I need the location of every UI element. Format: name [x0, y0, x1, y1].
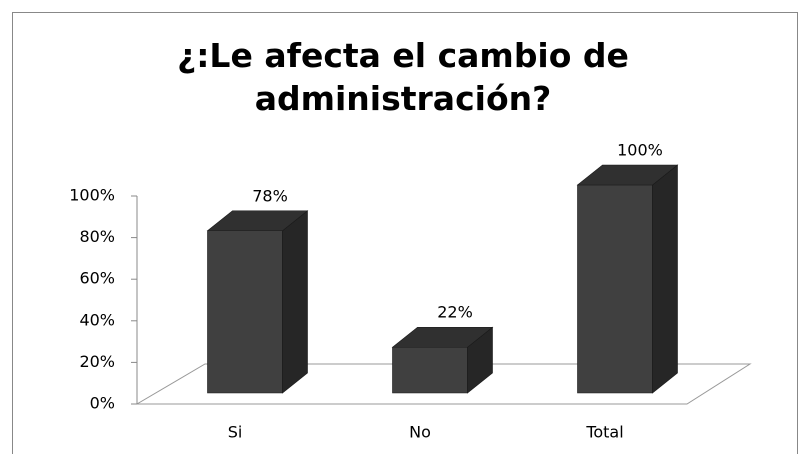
- bar-front: [577, 184, 653, 394]
- y-tick-label: 40%: [79, 310, 115, 329]
- bar-side: [652, 164, 678, 394]
- x-tick-label: Total: [585, 423, 623, 442]
- bar: [576, 164, 679, 394]
- y-tick-label: 20%: [79, 352, 115, 371]
- bar-top: [391, 326, 494, 348]
- chart-title: ¿:Le afecta el cambio de administración?: [177, 36, 629, 118]
- floor: [135, 363, 752, 405]
- bar-front: [207, 230, 283, 394]
- bar-front: [392, 346, 468, 394]
- x-tick-label: No: [409, 423, 431, 442]
- bar-top: [576, 164, 679, 186]
- bar: [391, 326, 494, 394]
- value-label: 100%: [617, 141, 663, 160]
- y-tick-label: 100%: [69, 186, 115, 205]
- value-label: 22%: [437, 303, 473, 322]
- y-tick-label: 60%: [79, 269, 115, 288]
- value-label: 78%: [252, 186, 288, 205]
- bar: [206, 210, 309, 394]
- bar-top: [206, 210, 309, 232]
- chart-frame: [12, 12, 798, 454]
- bar-side: [282, 210, 308, 394]
- x-tick-label: Si: [228, 423, 243, 442]
- y-tick-label: 0%: [90, 394, 115, 413]
- y-tick-label: 80%: [79, 227, 115, 246]
